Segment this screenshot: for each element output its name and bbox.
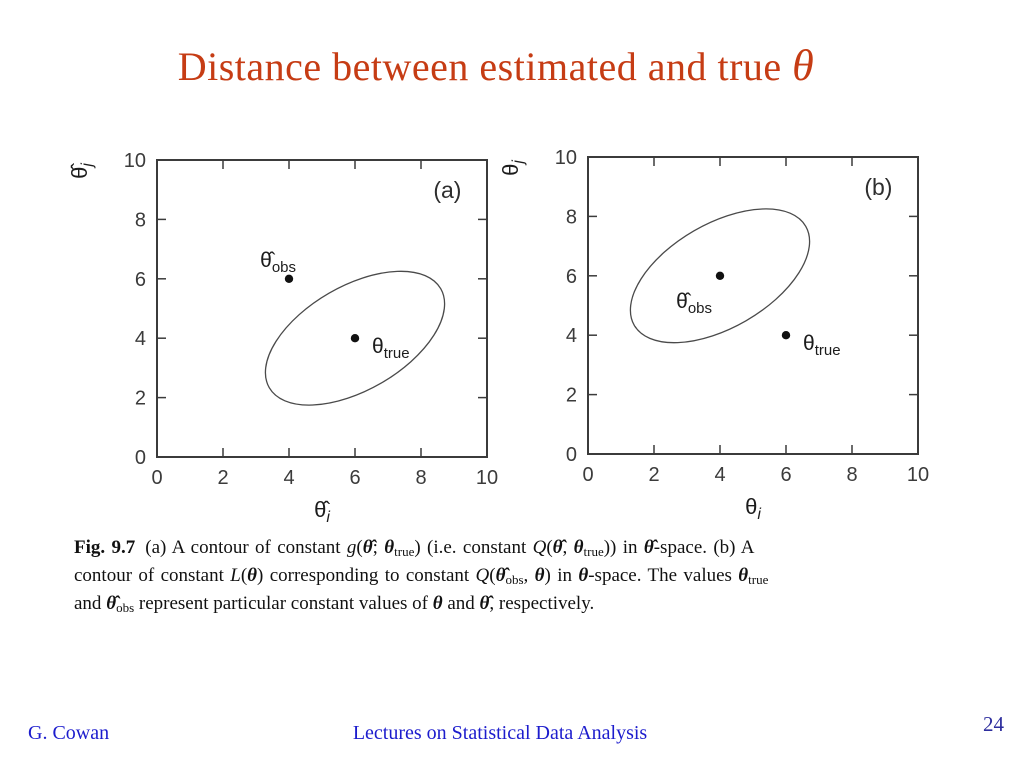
caption-segment: g xyxy=(346,537,357,558)
x-axis-label: θi xyxy=(745,494,761,523)
caption-segment: obs xyxy=(116,600,135,615)
caption-segment: L xyxy=(230,565,241,586)
caption-segment: θ xyxy=(573,537,584,558)
caption-segment: ) corresponding to constant xyxy=(257,565,476,586)
x-axis-label: θ̂i xyxy=(314,497,330,526)
caption-line: and θ̂obs represent particular constant … xyxy=(74,590,944,618)
caption-segment: (a) A contour of constant xyxy=(145,537,347,558)
caption-segment: and xyxy=(74,593,107,614)
x-tick-label: 0 xyxy=(582,464,593,486)
data-point xyxy=(781,331,791,340)
caption-segment: θ xyxy=(578,565,589,586)
caption-segment: )) in xyxy=(603,537,644,558)
caption-segment: and xyxy=(442,593,480,614)
caption-segment: θ̂ xyxy=(495,565,506,586)
caption-segment: ) (i.e. constant xyxy=(414,537,533,558)
caption-segment: , xyxy=(562,537,574,558)
y-tick-label: 6 xyxy=(566,266,577,288)
caption-segment: , respectively. xyxy=(489,593,595,614)
caption-segment: , xyxy=(523,565,535,586)
caption-segment: θ xyxy=(247,565,258,586)
footer-author: G. Cowan xyxy=(28,722,110,744)
caption-segment: ; xyxy=(372,537,385,558)
plot-frame xyxy=(587,156,919,455)
caption-segment: θ xyxy=(534,565,545,586)
plot-a: 0 2 4 6 8 10 0 2 4 6 8 10 θ̂obs θtrue (a) θ̂i θ̂j xyxy=(67,150,498,526)
x-tick-label: 2 xyxy=(217,467,228,489)
caption-segment: true xyxy=(583,544,604,559)
caption-line: Fig. 9.7 (a) A contour of constant g(θ̂; … xyxy=(74,534,944,562)
caption-segment: θ̂ xyxy=(479,593,490,614)
contour-ellipse xyxy=(264,270,446,406)
x-tick-label: 10 xyxy=(476,467,498,489)
y-tick-label: 4 xyxy=(566,325,577,347)
caption-segment: represent particular constant values of xyxy=(134,593,433,614)
x-tick-label: 4 xyxy=(714,464,725,486)
data-point xyxy=(350,334,360,343)
caption-segment: θ xyxy=(738,565,749,586)
y-tick-label: 10 xyxy=(124,150,146,172)
caption-segment: ( xyxy=(356,537,363,558)
y-tick-label: 10 xyxy=(555,147,577,169)
caption-segment: obs xyxy=(505,572,524,587)
y-tick-label: 8 xyxy=(566,206,577,228)
slide-title: Distance between estimated and true θ xyxy=(0,40,992,91)
x-tick-label: 0 xyxy=(151,467,162,489)
caption-segment: ( xyxy=(489,565,496,586)
caption-segment: -space. (b) A xyxy=(653,537,755,558)
data-point xyxy=(715,271,725,280)
caption-segment: Fig. 9.7 xyxy=(74,537,136,558)
y-tick-label: 6 xyxy=(135,269,146,291)
y-tick-label: 0 xyxy=(135,447,146,469)
panel-tag: (a) xyxy=(433,177,461,203)
caption-segment: θ̂ xyxy=(552,537,563,558)
x-tick-label: 2 xyxy=(648,464,659,486)
caption-segment: θ̂ xyxy=(643,537,654,558)
contour-ellipse xyxy=(629,208,811,344)
y-axis-label: θj xyxy=(498,160,527,176)
caption-segment: -space. The values xyxy=(588,565,739,586)
y-tick-label: 4 xyxy=(135,328,146,350)
theta-symbol: θ xyxy=(792,41,815,90)
caption-segment: true xyxy=(394,544,415,559)
figure-caption: Fig. 9.7 (a) A contour of constant g(θ̂; … xyxy=(74,534,944,618)
slide-title-text: Distance between estimated and true xyxy=(177,44,793,89)
caption-segment: θ xyxy=(432,593,443,614)
y-tick-label: 0 xyxy=(566,444,577,466)
caption-segment: Q xyxy=(475,565,490,586)
point-label: θ̂obs xyxy=(676,290,712,317)
caption-segment: ( xyxy=(240,565,248,586)
y-tick-label: 2 xyxy=(135,388,146,410)
caption-segment: ( xyxy=(546,537,553,558)
plot-b: 0 2 4 6 8 10 0 2 4 6 8 10 θ̂obs θtrue (b) θi θj xyxy=(498,147,929,523)
x-tick-label: 6 xyxy=(780,464,791,486)
y-axis-label: θ̂j xyxy=(67,163,96,179)
caption-segment: true xyxy=(748,572,769,587)
y-tick-label: 8 xyxy=(135,209,146,231)
panel-tag: (b) xyxy=(864,174,892,200)
point-label: θtrue xyxy=(803,332,841,359)
data-point xyxy=(284,274,294,283)
plot-frame xyxy=(156,159,488,458)
caption-segment: ) in xyxy=(544,565,579,586)
caption-segment: Q xyxy=(532,537,547,558)
caption-segment: contour of constant xyxy=(74,565,231,586)
page-number: 24 xyxy=(983,712,1004,736)
caption-line: contour of constant L(θ) corresponding t… xyxy=(74,562,944,590)
x-tick-label: 4 xyxy=(283,467,294,489)
y-tick-label: 2 xyxy=(566,385,577,407)
point-label: θtrue xyxy=(372,335,410,362)
x-tick-label: 6 xyxy=(349,467,360,489)
caption-segment: θ̂ xyxy=(106,593,117,614)
x-tick-label: 8 xyxy=(846,464,857,486)
footer-course-title: Lectures on Statistical Data Analysis xyxy=(352,722,648,744)
point-label: θ̂obs xyxy=(260,249,296,276)
x-tick-label: 10 xyxy=(907,464,929,486)
x-tick-label: 8 xyxy=(415,467,426,489)
caption-segment: θ̂ xyxy=(362,537,373,558)
caption-segment: θ xyxy=(384,537,395,558)
